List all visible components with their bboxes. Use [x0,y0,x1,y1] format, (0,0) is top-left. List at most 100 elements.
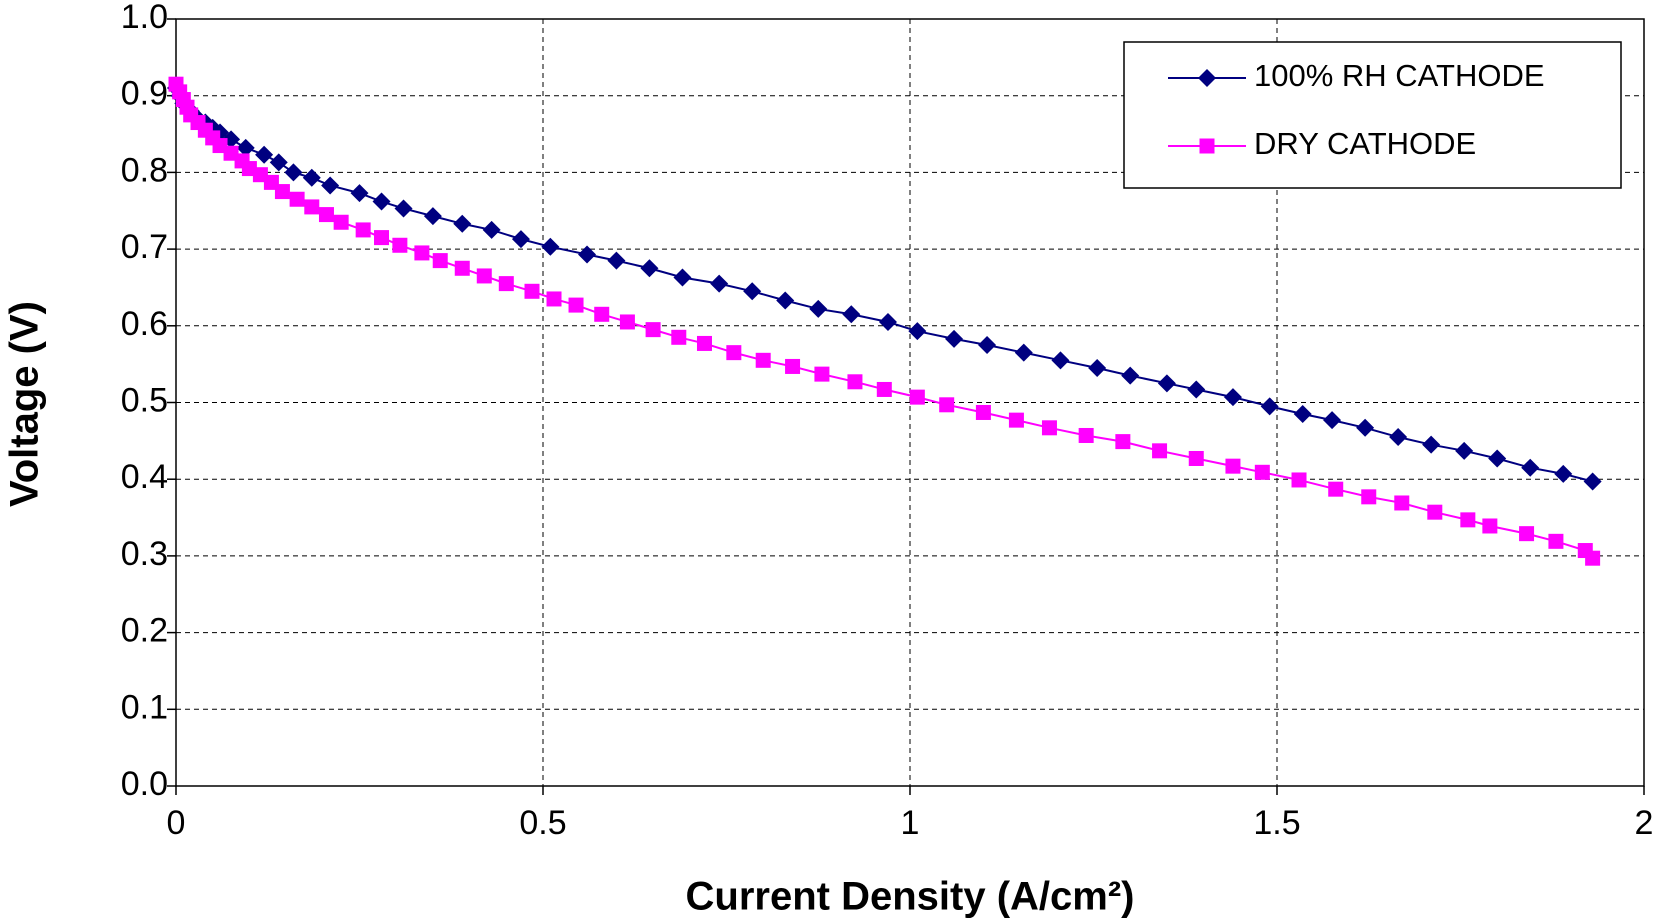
data-point [696,335,712,351]
data-point [1583,472,1602,491]
x-tick-label: 0.5 [519,804,566,842]
data-point [1187,380,1206,399]
y-tick-label: 0.0 [121,765,168,803]
data-point [619,314,635,330]
data-point [498,276,514,292]
data-point [1323,411,1342,430]
data-point [1482,518,1498,534]
data-point [1585,550,1601,566]
y-tick-label: 0.8 [121,151,168,189]
data-point [1548,533,1564,549]
data-point [945,329,964,348]
data-point [743,282,762,301]
data-point [673,268,692,287]
data-point [255,145,274,164]
data-point [1225,458,1241,474]
data-point [1152,443,1168,459]
data-point [939,397,955,413]
data-point [909,389,925,405]
data-point [1041,420,1057,436]
data-point [1519,526,1535,542]
data-point [1260,397,1279,416]
data-point [776,291,795,310]
data-point [1157,374,1176,393]
data-point [414,245,430,261]
data-point [1291,472,1307,488]
data-point [1121,366,1140,385]
data-point [1488,449,1507,468]
data-point [546,291,562,307]
y-tick-label: 1.0 [121,0,168,36]
data-point [304,199,320,215]
data-point [372,192,391,211]
y-tick-label: 0.5 [121,381,168,419]
data-point [847,374,863,390]
plot-frame [175,18,1645,787]
x-axis-title: Current Density (A/cm²) [686,875,1135,919]
data-point [454,260,470,276]
data-point [355,222,371,238]
data-point [1427,504,1443,520]
data-point [645,322,661,338]
data-point [511,230,530,249]
data-point [671,329,687,345]
y-tick-label: 0.1 [121,688,168,726]
data-point [269,153,288,172]
y-tick-label: 0.9 [121,75,168,113]
y-tick-label: 0.3 [121,535,168,573]
data-point [726,345,742,361]
data-point [1356,418,1375,437]
data-point [1188,450,1204,466]
data-point [541,237,560,256]
data-point [453,214,472,233]
y-tick-label: 0.4 [121,458,168,496]
data-point [374,230,390,246]
legend-marker [1198,69,1216,87]
data-point [394,199,413,218]
data-point [318,207,334,223]
data-point [524,283,540,299]
data-point [350,184,369,203]
data-point [568,297,584,313]
data-point [1455,441,1474,460]
x-tick-label: 1.5 [1253,804,1300,842]
data-point [1422,435,1441,454]
data-point [274,184,290,200]
data-point [236,138,255,157]
data-point [640,259,659,278]
data-point [842,305,861,324]
data-point [1394,495,1410,511]
data-point [432,253,448,269]
legend-label: DRY CATHODE [1254,126,1476,161]
data-point [1008,412,1024,428]
y-tick-label: 0.7 [121,228,168,266]
data-point [710,274,729,293]
y-tick-label: 0.6 [121,305,168,343]
data-point [1115,434,1131,450]
data-point [1521,458,1540,477]
data-point [1460,512,1476,528]
data-point [1554,464,1573,483]
y-axis-title: Voltage (V) [3,301,47,507]
data-point [333,214,349,230]
x-tick-label: 1 [901,804,920,842]
data-point [1254,464,1270,480]
data-point [1078,427,1094,443]
data-point [755,352,771,368]
data-point [809,299,828,318]
data-point [392,237,408,253]
data-point [1014,343,1033,362]
data-point [578,245,597,264]
data-point [1223,388,1242,407]
data-point [785,358,801,374]
data-point [1389,428,1408,447]
data-point [302,168,321,187]
y-tick-label: 0.2 [121,612,168,650]
data-point [1293,405,1312,424]
data-point [1328,481,1344,497]
data-point [423,207,442,226]
data-point [607,251,626,270]
data-point [878,312,897,331]
